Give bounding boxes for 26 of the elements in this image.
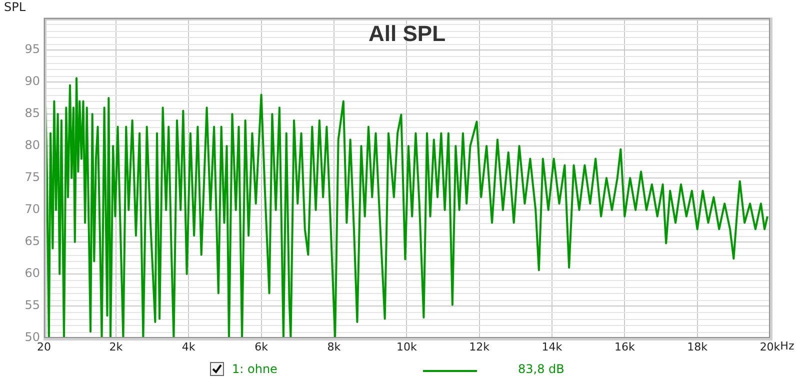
y-tick-label: 75 [24,170,40,184]
y-tick-label: 95 [24,42,40,56]
x-tick-label: 4k [182,340,196,354]
x-tick-label: 6k [254,340,269,354]
x-tick-label: 14k [542,340,563,354]
y-tick-label: 65 [24,234,40,248]
chart-title: All SPL [368,21,446,46]
x-tick-label: 20k [760,340,781,354]
x-tick-label: 12k [469,340,490,354]
y-axis-title: SPL [4,0,26,14]
y-tick-label: 90 [24,74,40,88]
x-tick-label: 20 [37,340,51,354]
y-tick-label: 50 [24,330,40,344]
y-tick-label: 80 [24,138,40,152]
x-tick-label: 10k [396,340,418,354]
x-tick-label: 2k [109,340,124,354]
y-tick-label: 60 [24,266,40,280]
text: 1: ohne [232,362,278,376]
x-tick-label: 18k [687,340,708,354]
text: 83,8 dB [518,362,564,376]
y-tick-label: 70 [24,202,40,216]
x-tick-label: 8k [327,340,342,354]
y-tick-label: 85 [24,106,40,120]
x-tick-label: 16k [614,340,636,354]
x-axis-title: Hz [780,339,794,352]
y-tick-label: 55 [24,298,40,312]
